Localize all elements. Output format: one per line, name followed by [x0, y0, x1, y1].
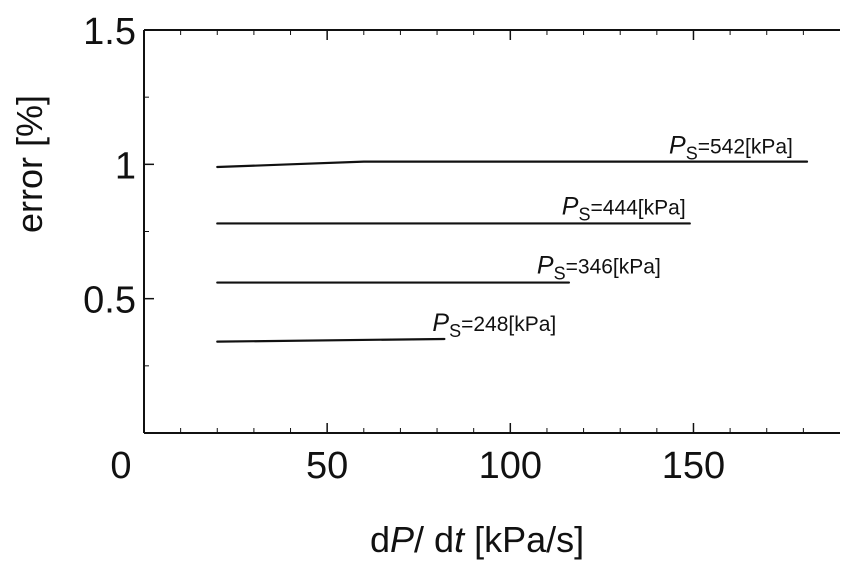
series-label-subscript: S [449, 321, 461, 341]
series-line [216, 337, 446, 343]
series-label-symbol: P [562, 192, 579, 220]
series-label-subscript: S [686, 144, 698, 164]
y-tick-label: 1 [115, 145, 136, 187]
x-tick-label: 0 [110, 445, 131, 487]
series-label-subscript: S [554, 264, 566, 284]
y-axis-label: error [%] [9, 95, 50, 233]
series-labels: PS=542[kPa]PS=444[kPa]PS=346[kPa]PS=248[… [432, 132, 793, 341]
series-label-suffix: =444[kPa] [591, 196, 686, 219]
series-label-suffix: =346[kPa] [566, 256, 661, 279]
x-axis-label-suffix: [kPa/s] [464, 519, 584, 560]
y-tick-label: 0.5 [83, 280, 136, 322]
x-axis-label-mid: / d [414, 519, 454, 560]
x-axis-label-italic-1: P [390, 519, 414, 560]
axis-ticks: 0 50 100 150 0.5 1 1.5 [83, 11, 804, 487]
x-axis-label-prefix: d [370, 519, 390, 560]
series-label: PS=542[kPa] [669, 132, 793, 164]
series-label-symbol: P [432, 309, 449, 337]
series-label-subscript: S [578, 204, 590, 224]
series-label-symbol: P [537, 252, 554, 280]
series-lines [216, 160, 809, 343]
y-tick-label: 1.5 [83, 11, 136, 53]
series-label-suffix: =248[kPa] [461, 313, 556, 336]
series-label: PS=346[kPa] [537, 252, 661, 284]
series-label-suffix: =542[kPa] [698, 136, 793, 159]
series-label: PS=248[kPa] [432, 309, 556, 341]
series-label: PS=444[kPa] [562, 192, 686, 224]
x-tick-label: 50 [306, 445, 348, 487]
series-label-symbol: P [669, 132, 686, 160]
x-axis-label: dP/ dt [kPa/s] [370, 519, 584, 560]
x-tick-label: 150 [662, 445, 725, 487]
series-line [216, 160, 809, 169]
axis-labels: error [%]dP/ dt [kPa/s] [9, 95, 584, 560]
x-axis-label-italic-2: t [454, 519, 466, 560]
x-tick-label: 100 [479, 445, 542, 487]
